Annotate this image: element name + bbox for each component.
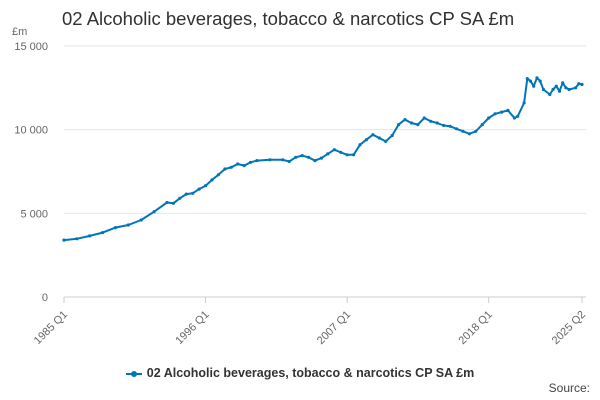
data-point[interactable]: [461, 129, 465, 133]
data-point[interactable]: [210, 178, 214, 182]
data-point[interactable]: [397, 123, 401, 127]
data-point[interactable]: [554, 84, 558, 88]
data-point[interactable]: [474, 129, 478, 133]
data-point[interactable]: [249, 160, 253, 164]
data-point[interactable]: [403, 118, 407, 122]
x-tick-label: 2018 Q1: [456, 309, 494, 347]
data-point[interactable]: [191, 191, 195, 195]
data-point[interactable]: [345, 153, 349, 157]
data-point[interactable]: [281, 158, 285, 162]
data-point[interactable]: [294, 155, 298, 159]
data-point[interactable]: [319, 156, 323, 160]
data-point[interactable]: [525, 77, 529, 81]
series-line: [63, 76, 583, 242]
data-point[interactable]: [300, 154, 304, 158]
y-tick-label: 5 000: [20, 208, 48, 220]
data-point[interactable]: [197, 187, 201, 191]
data-point[interactable]: [184, 192, 188, 196]
data-point[interactable]: [75, 237, 79, 241]
x-tick-label: 2025 Q2: [550, 309, 588, 347]
data-point[interactable]: [487, 116, 491, 120]
data-point[interactable]: [326, 152, 330, 156]
x-tick-label: 1985 Q1: [32, 309, 70, 347]
data-point[interactable]: [516, 114, 520, 118]
y-tick-label: 0: [42, 292, 48, 304]
legend-swatch: [125, 370, 142, 377]
legend[interactable]: 02 Alcoholic beverages, tobacco & narcot…: [0, 366, 600, 380]
data-point[interactable]: [561, 81, 565, 85]
data-point[interactable]: [574, 86, 578, 90]
data-point[interactable]: [371, 133, 375, 137]
data-point[interactable]: [287, 159, 291, 164]
data-point[interactable]: [152, 210, 156, 214]
data-point[interactable]: [332, 148, 336, 152]
y-axis-unit-label: £m: [12, 26, 28, 38]
data-point[interactable]: [548, 92, 552, 97]
data-point[interactable]: [532, 84, 536, 88]
data-point[interactable]: [506, 108, 510, 112]
data-point[interactable]: [416, 123, 420, 127]
data-point[interactable]: [551, 87, 555, 92]
data-point[interactable]: [62, 238, 66, 242]
data-point[interactable]: [101, 231, 105, 235]
data-point[interactable]: [442, 123, 446, 128]
data-point[interactable]: [306, 155, 311, 159]
data-point[interactable]: [409, 121, 414, 125]
data-point[interactable]: [242, 164, 246, 168]
data-point[interactable]: [216, 173, 220, 177]
data-point[interactable]: [448, 124, 452, 128]
data-point[interactable]: [528, 79, 533, 83]
data-point[interactable]: [229, 165, 233, 169]
y-tick-label: 15 000: [14, 41, 48, 53]
data-point[interactable]: [139, 218, 143, 222]
data-point[interactable]: [435, 121, 439, 125]
data-point[interactable]: [564, 86, 568, 90]
data-point[interactable]: [422, 116, 426, 120]
data-point[interactable]: [467, 132, 471, 136]
x-tick-label: 2007 Q1: [315, 309, 353, 347]
data-point[interactable]: [204, 184, 208, 188]
data-point[interactable]: [223, 167, 227, 171]
data-point[interactable]: [268, 158, 272, 162]
data-point[interactable]: [512, 116, 517, 120]
data-point[interactable]: [522, 101, 526, 105]
data-point[interactable]: [126, 223, 130, 227]
data-point[interactable]: [339, 150, 343, 154]
source-label[interactable]: Source:: [548, 381, 590, 395]
data-point[interactable]: [390, 133, 394, 138]
data-point[interactable]: [255, 159, 259, 163]
data-point[interactable]: [429, 119, 433, 123]
data-point[interactable]: [171, 201, 175, 205]
data-point[interactable]: [165, 200, 169, 205]
legend-label: 02 Alcoholic beverages, tobacco & narcot…: [146, 366, 475, 380]
data-point[interactable]: [541, 87, 546, 92]
data-point[interactable]: [454, 127, 459, 131]
data-point[interactable]: [377, 136, 381, 140]
data-point[interactable]: [352, 153, 356, 157]
data-point[interactable]: [500, 110, 504, 114]
data-point[interactable]: [535, 76, 539, 80]
data-point[interactable]: [384, 139, 388, 143]
data-point[interactable]: [557, 89, 562, 93]
data-point[interactable]: [580, 82, 584, 87]
data-point[interactable]: [88, 234, 92, 238]
data-point[interactable]: [577, 82, 581, 86]
data-point[interactable]: [178, 196, 182, 200]
data-point[interactable]: [538, 79, 542, 83]
data-point[interactable]: [358, 143, 362, 147]
x-tick-label: 1996 Q1: [173, 309, 211, 347]
data-point[interactable]: [493, 112, 497, 116]
data-point[interactable]: [113, 226, 118, 230]
data-point[interactable]: [480, 123, 484, 127]
data-point[interactable]: [364, 138, 368, 142]
chart-title: 02 Alcoholic beverages, tobacco & narcot…: [62, 8, 515, 29]
y-tick-label: 10 000: [14, 125, 48, 137]
data-point[interactable]: [236, 162, 240, 166]
data-point[interactable]: [567, 87, 571, 92]
data-point[interactable]: [313, 159, 317, 163]
